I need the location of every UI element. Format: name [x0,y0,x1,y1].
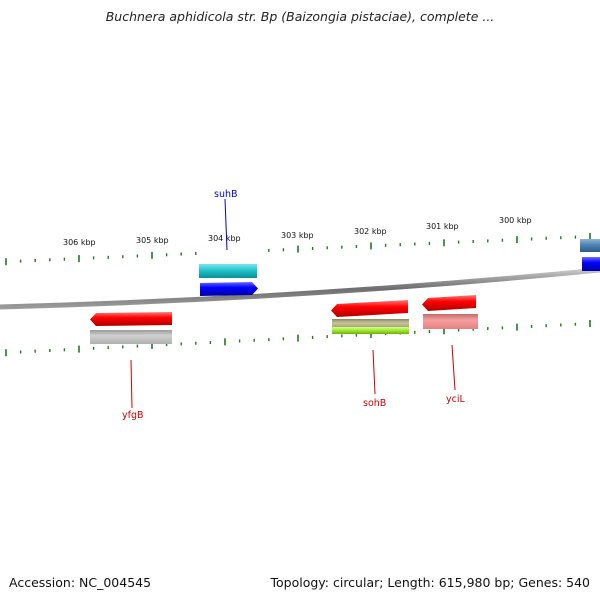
sohB-leader [372,349,376,395]
gene-label-yciL[interactable]: yciL [446,394,465,405]
scale-ticks-lower [5,320,591,357]
forward-features [199,239,600,296]
accession-text: Accession: NC_004545 [9,575,152,590]
yfgB-gene-arrow[interactable] [90,312,172,326]
scale-label-301: 301 kbp [426,222,459,231]
yfgB-leader [130,359,133,409]
scale-label-303: 303 kbp [281,231,314,240]
scale-label-305: 305 kbp [136,236,169,245]
genome-summary-text: Topology: circular; Length: 615,980 bp; … [270,575,591,590]
gene-label-sohB[interactable]: sohB [363,398,386,409]
gene-label-lines [130,198,456,409]
gene-label-yfgB[interactable]: yfgB [122,410,144,421]
blue-feature-right[interactable] [582,257,600,271]
sohB-olive-feature[interactable] [332,319,409,327]
scale-label-300: 300 kbp [499,216,532,225]
genome-backbone [0,267,600,310]
sohB-gene-arrow[interactable] [331,300,408,317]
suhB-leader [224,198,228,251]
gene-labels: suhB yfgB sohB yciL [122,189,465,421]
yciL-gene-arrow[interactable] [422,295,476,311]
scale-labels: 306 kbp 305 kbp 304 kbp 303 kbp 302 kbp … [63,216,532,247]
map-title: Buchnera aphidicola str. Bp (Baizongia p… [105,9,495,24]
yfgB-gray-feature[interactable] [90,330,172,344]
scale-label-306: 306 kbp [63,238,96,247]
suhB-gene-arrow[interactable] [200,282,258,296]
yciL-pink-feature[interactable] [423,314,478,329]
sohB-lime-feature[interactable] [332,327,409,334]
yciL-leader [451,344,456,391]
gene-label-suhB[interactable]: suhB [214,189,238,200]
suhB-cyan-feature[interactable] [199,264,257,278]
scale-label-304: 304 kbp [208,234,241,243]
reverse-features [90,295,478,344]
scale-ticks-upper [5,232,591,266]
steel-feature-right[interactable] [580,239,600,252]
scale-label-302: 302 kbp [354,227,387,236]
